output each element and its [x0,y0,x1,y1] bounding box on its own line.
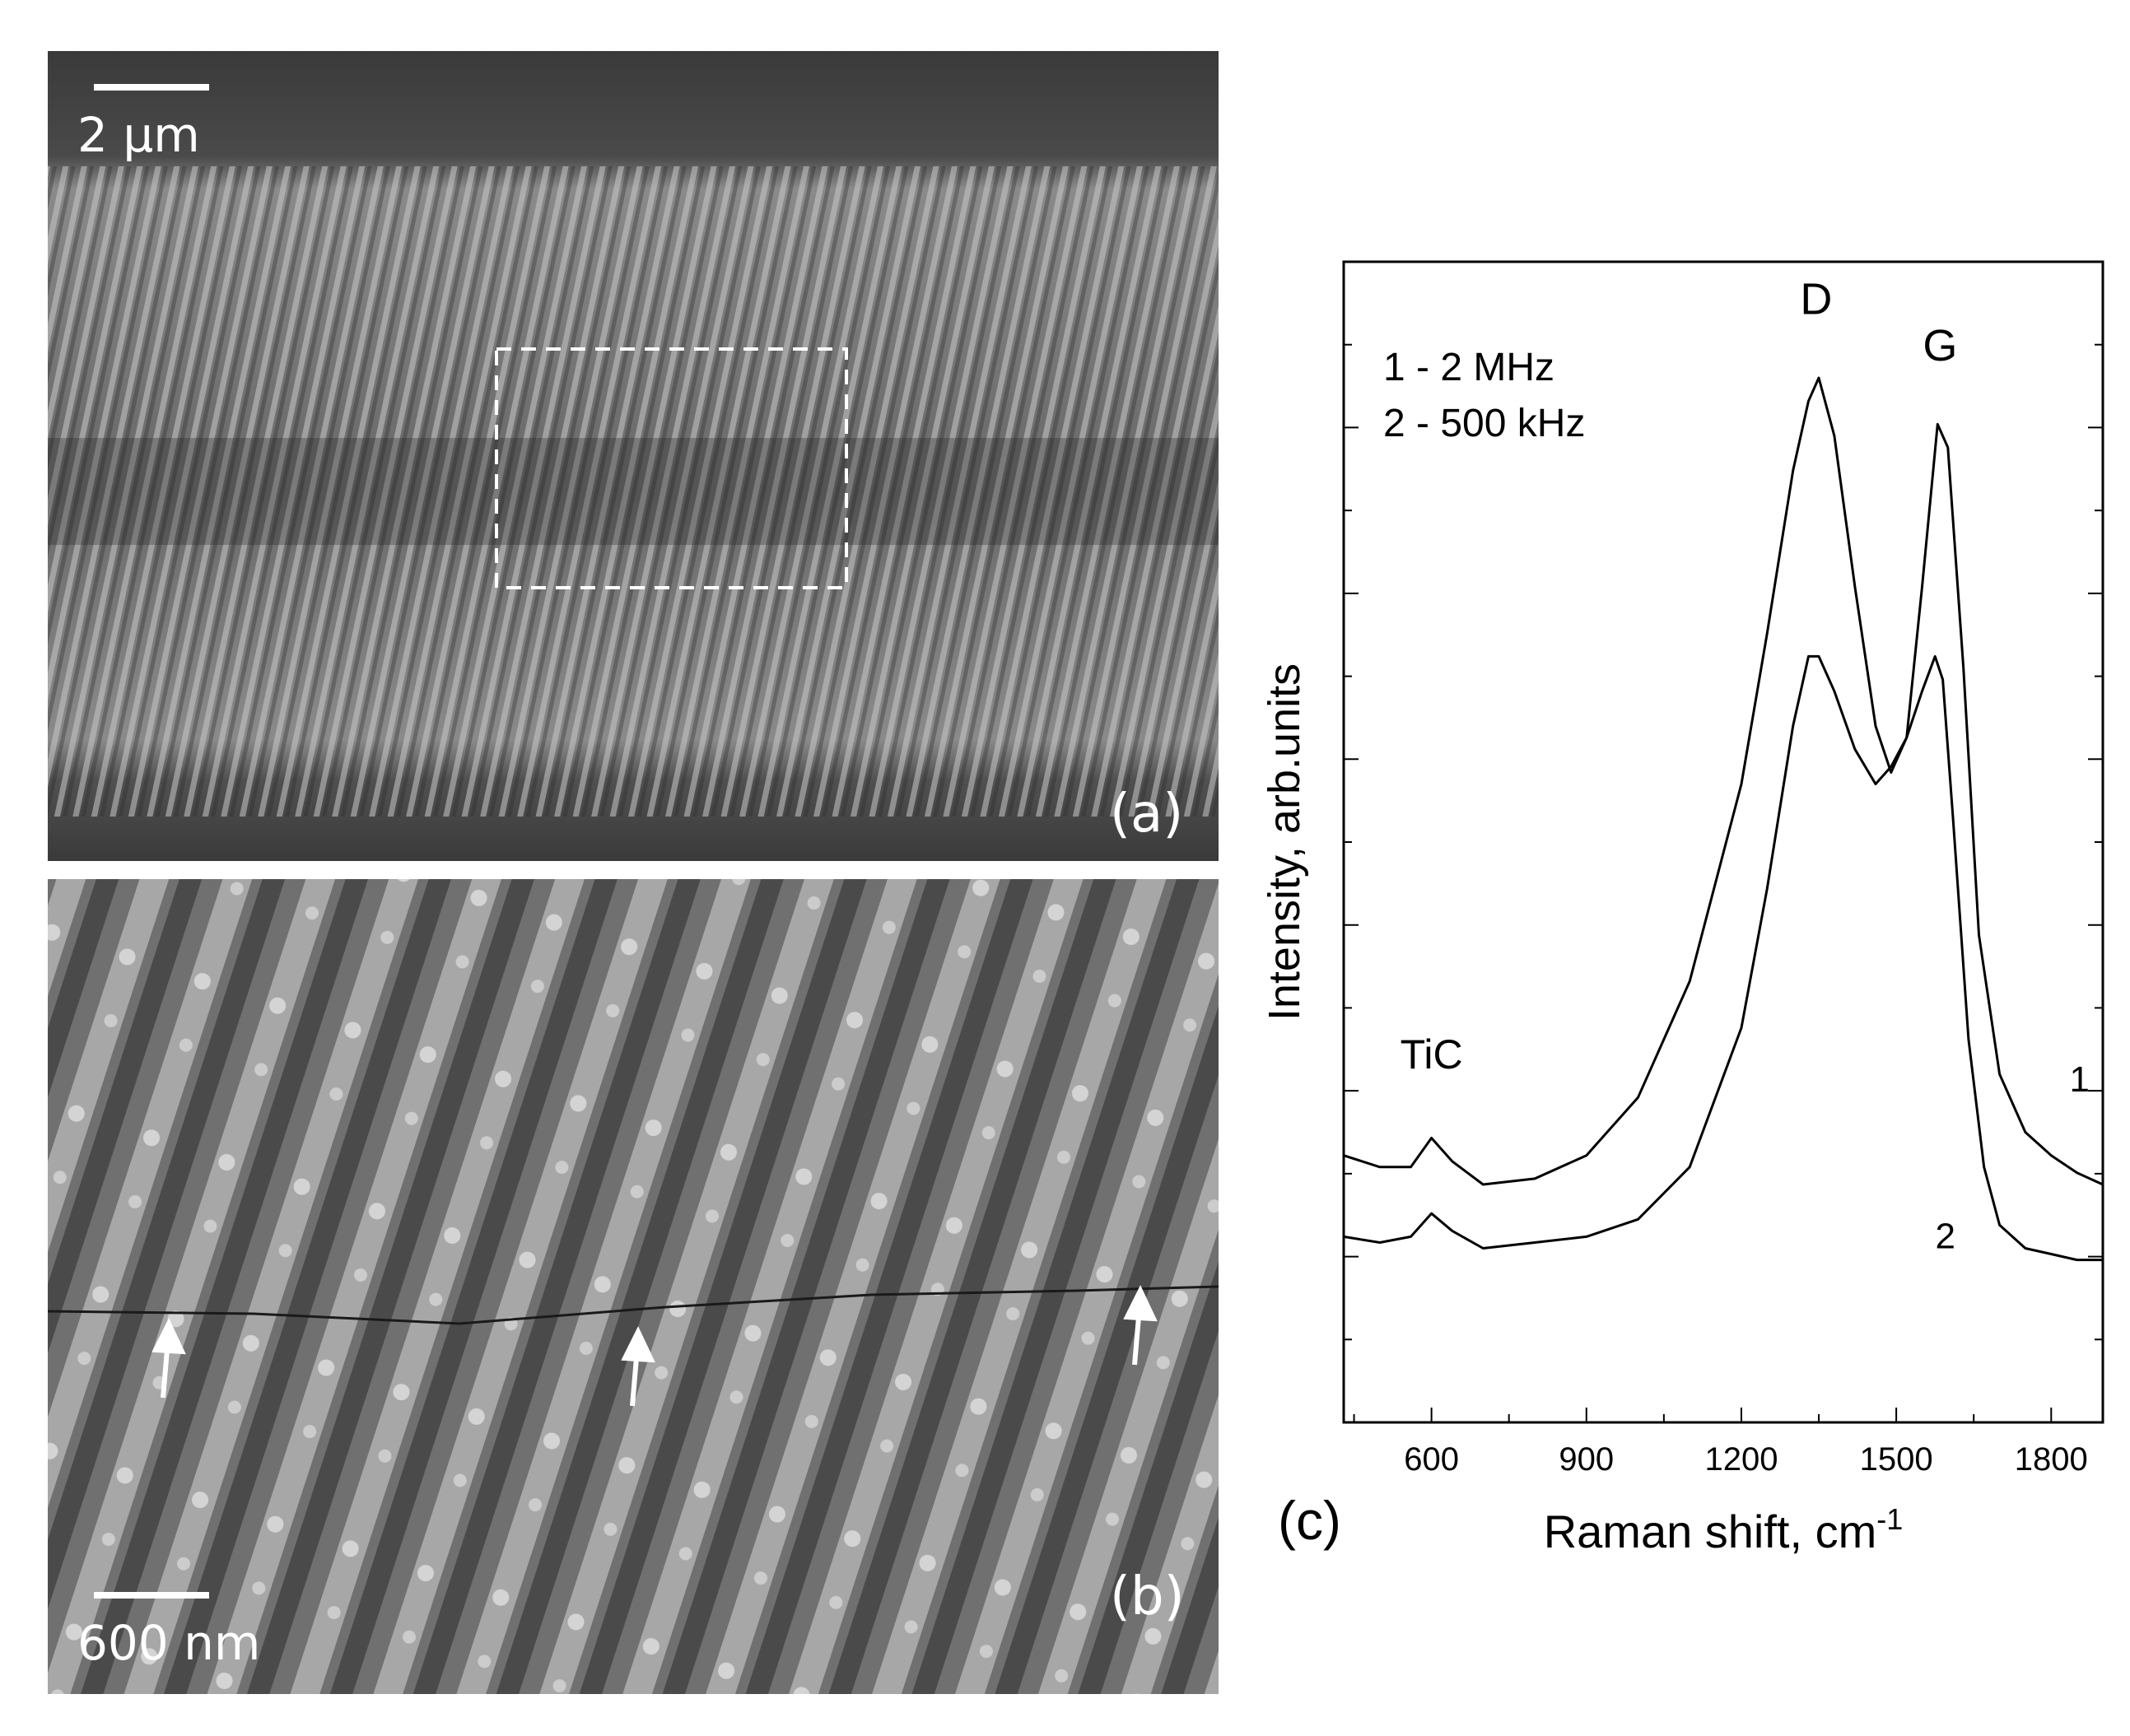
panel-label-b: (b) [1110,1566,1185,1627]
crack-line [48,1285,1219,1325]
panel-label-a: (a) [1110,784,1184,845]
x-tick-label: 1500 [1860,1441,1933,1478]
scale-bar-a [94,84,209,91]
legend-entry-1: 1 - 2 MHz [1383,346,1554,389]
series-group [1343,376,2104,1262]
x-tick-label: 1200 [1704,1441,1778,1478]
sem-texture-b [48,879,1219,1694]
raman-chart: 600 900 1200 1500 1800 1 - 2 MHz 2 - 500 kHz… [1260,260,2104,1557]
selection-rectangle [495,347,848,589]
y-axis-ticks [1344,343,2103,1341]
scale-label-b: 600 nm [77,1615,261,1671]
x-axis-label: Raman shift, cm-1 [1544,1502,1904,1557]
arrow-icons [151,1285,1158,1407]
x-axis-label-superscript: -1 [1876,1502,1903,1536]
arrow-up-icon [621,1326,655,1407]
sem-texture-a [48,51,1219,861]
curve-label-1: 1 [2070,1059,2090,1100]
scale-label-a: 2 μm [77,107,200,163]
x-tick-label: 900 [1559,1441,1614,1478]
annotation-g: G [1923,321,1957,370]
series-line-2 [1343,654,2103,1262]
x-axis-ticks: 600 900 1200 1500 1800 [1353,1408,2088,1478]
scale-bar-b [94,1592,209,1599]
sem-image-a: 2 μm (a) [48,51,1219,861]
x-tick-label: 1800 [2015,1441,2088,1478]
x-axis-label-text: Raman shift, cm [1544,1506,1877,1557]
curve-label-2: 2 [1935,1217,1955,1257]
legend-entry-2: 2 - 500 kHz [1383,402,1585,445]
sem-image-b: 600 nm (b) [48,879,1219,1694]
panel-label-c: (c) [1278,1490,1341,1551]
series-line-1 [1343,376,2104,1186]
arrow-up-icon [151,1318,186,1399]
arrow-up-icon [1123,1285,1158,1366]
annotation-d: D [1800,274,1832,323]
y-axis-label: Intensity, arb.units [1260,663,1309,1021]
x-tick-label: 600 [1404,1441,1459,1478]
annotation-tic: TiC [1401,1031,1463,1077]
